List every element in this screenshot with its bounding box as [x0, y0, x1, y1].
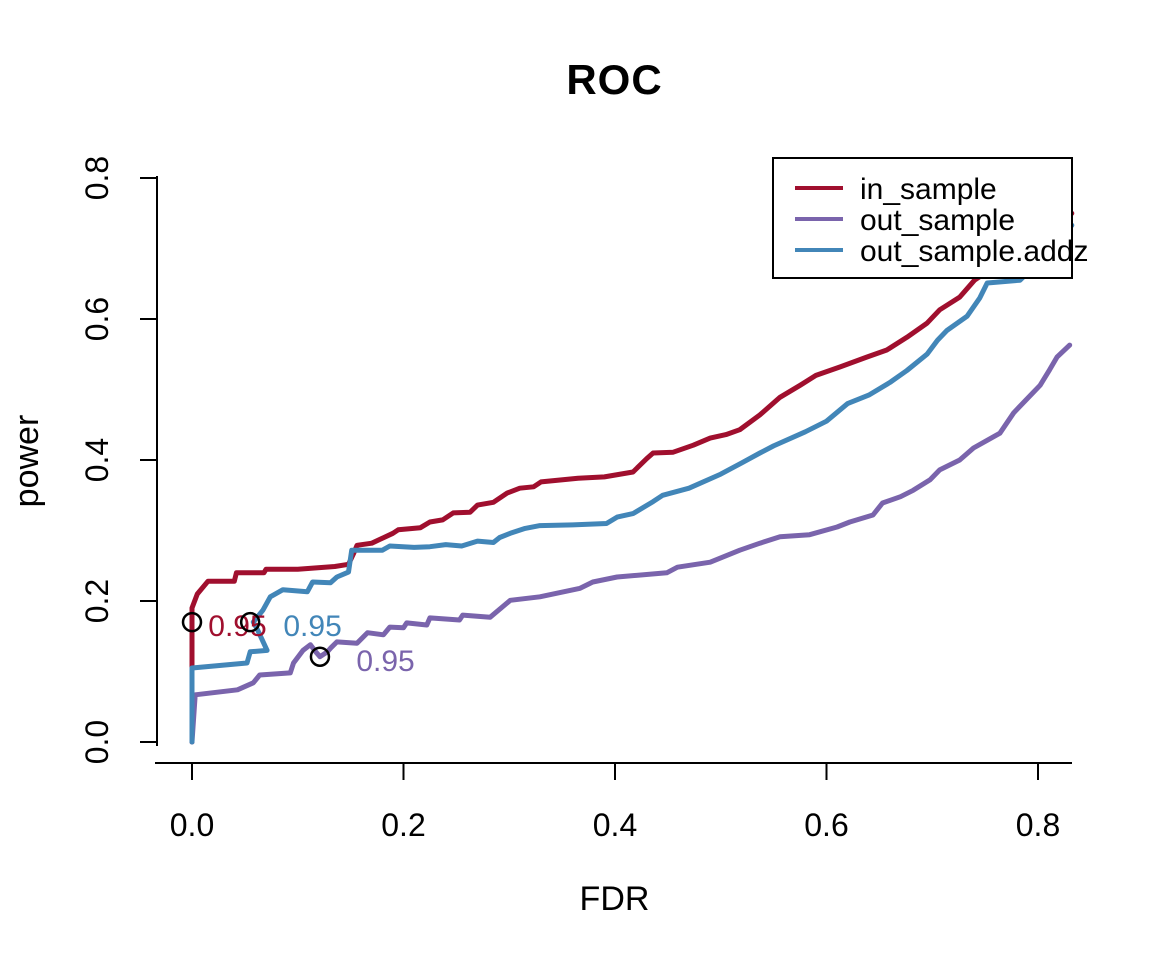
x-tick-label: 0.6 — [804, 807, 848, 843]
legend-label-out_sample: out_sample — [860, 204, 1015, 237]
x-tick-label: 0.0 — [170, 807, 214, 843]
series-line-in_sample — [189, 210, 1075, 745]
x-tick-label: 0.4 — [593, 807, 637, 843]
series-line-out_sample.addz — [189, 222, 1075, 745]
x-tick-label: 0.2 — [381, 807, 425, 843]
y-tick-label: 0.2 — [79, 579, 115, 623]
threshold-marker-out_sample — [309, 646, 331, 667]
series-line-out_sample — [189, 342, 1073, 745]
y-tick-label: 0.4 — [79, 438, 115, 482]
threshold-label-out_sample.addz: 0.95 — [283, 610, 341, 643]
y-tick-label: 0.6 — [79, 297, 115, 341]
legend-label-out_sample.addz: out_sample.addz — [860, 235, 1089, 268]
y-tick-label: 0.8 — [79, 156, 115, 200]
legend-label-in_sample: in_sample — [860, 173, 997, 206]
threshold-label-out_sample: 0.95 — [356, 645, 414, 678]
x-tick-label: 0.8 — [1016, 807, 1060, 843]
y-tick-label: 0.0 — [79, 720, 115, 764]
chart-title: ROC — [566, 56, 663, 103]
threshold-marker-out_sample.addz — [239, 611, 261, 633]
threshold-marker-in_sample — [181, 611, 203, 633]
x-axis-title: FDR — [579, 880, 650, 918]
